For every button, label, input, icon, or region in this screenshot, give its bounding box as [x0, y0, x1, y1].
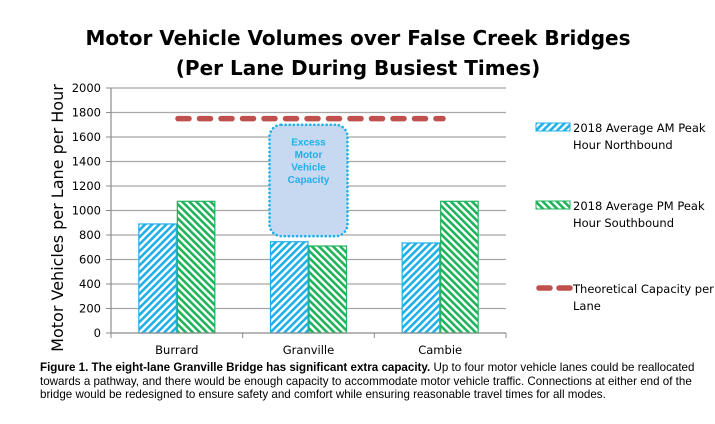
- legend-label: Lane: [573, 299, 601, 313]
- y-tick-label: 1600: [72, 130, 101, 144]
- legend-pm: 2018 Average PM Peak Hour Southbound: [535, 199, 705, 230]
- x-category-label: Granville: [283, 343, 334, 357]
- chart: Motor Vehicle Volumes over False Creek B…: [48, 26, 714, 357]
- legend-label: Hour Southbound: [573, 216, 674, 230]
- caption-text: Up to four motor vehicle lanes could be …: [40, 361, 695, 401]
- y-axis-ticks: 0 200 400 600 800 1000 1200 1400 1600 1800 2000: [72, 81, 111, 340]
- y-tick-label: 1400: [72, 155, 101, 169]
- bar-pm-cambie: [440, 200, 479, 334]
- y-tick-label: 600: [79, 253, 101, 267]
- callout-text-line: Vehicle: [291, 163, 326, 174]
- y-tick-label: 2000: [72, 81, 101, 95]
- x-category-label: Burrard: [155, 343, 198, 357]
- caption-bold: Figure 1. The eight-lane Granville Bridg…: [40, 361, 431, 374]
- figure-caption: Figure 1. The eight-lane Granville Bridg…: [40, 361, 700, 402]
- bar-am-cambie: [401, 242, 441, 334]
- legend-capacity: Theoretical Capacity per Lane: [536, 282, 714, 313]
- bar-pm-burrard: [176, 200, 216, 334]
- chart-title-line-2: (Per Lane During Busiest Times): [176, 56, 540, 80]
- y-tick-label: 400: [79, 277, 101, 291]
- bar-am-burrard: [138, 223, 177, 334]
- y-tick-label: 1800: [72, 106, 101, 120]
- axes: [110, 88, 507, 338]
- y-tick-label: 1000: [72, 204, 101, 218]
- legend-swatch: [535, 122, 571, 132]
- legend-label: 2018 Average PM Peak: [573, 199, 705, 213]
- bar-pm-granville: [308, 245, 348, 334]
- legend-label: 2018 Average AM Peak: [573, 121, 706, 135]
- excess-capacity-callout: [268, 123, 349, 238]
- y-tick-label: 200: [79, 302, 101, 316]
- legend-label: Theoretical Capacity per: [572, 282, 714, 296]
- y-axis-label: Motor Vehicles per Lane per Hour: [48, 84, 67, 352]
- legend-am: 2018 Average AM Peak Hour Northbound: [535, 121, 706, 152]
- y-tick-label: 0: [94, 326, 101, 340]
- callout-text-line: Motor: [295, 150, 323, 161]
- x-axis-categories: Burrard Granville Cambie: [155, 343, 462, 357]
- legend-swatch: [535, 200, 571, 210]
- callout-text-line: Excess: [291, 138, 326, 149]
- chart-title-line-1: Motor Vehicle Volumes over False Creek B…: [86, 26, 631, 50]
- y-tick-label: 800: [79, 228, 101, 242]
- bars: [138, 200, 479, 334]
- legend-label: Hour Northbound: [573, 138, 673, 152]
- callout-text-line: Capacity: [288, 175, 330, 186]
- y-tick-label: 1200: [72, 179, 101, 193]
- x-category-label: Cambie: [418, 343, 462, 357]
- bar-am-granville: [269, 241, 309, 334]
